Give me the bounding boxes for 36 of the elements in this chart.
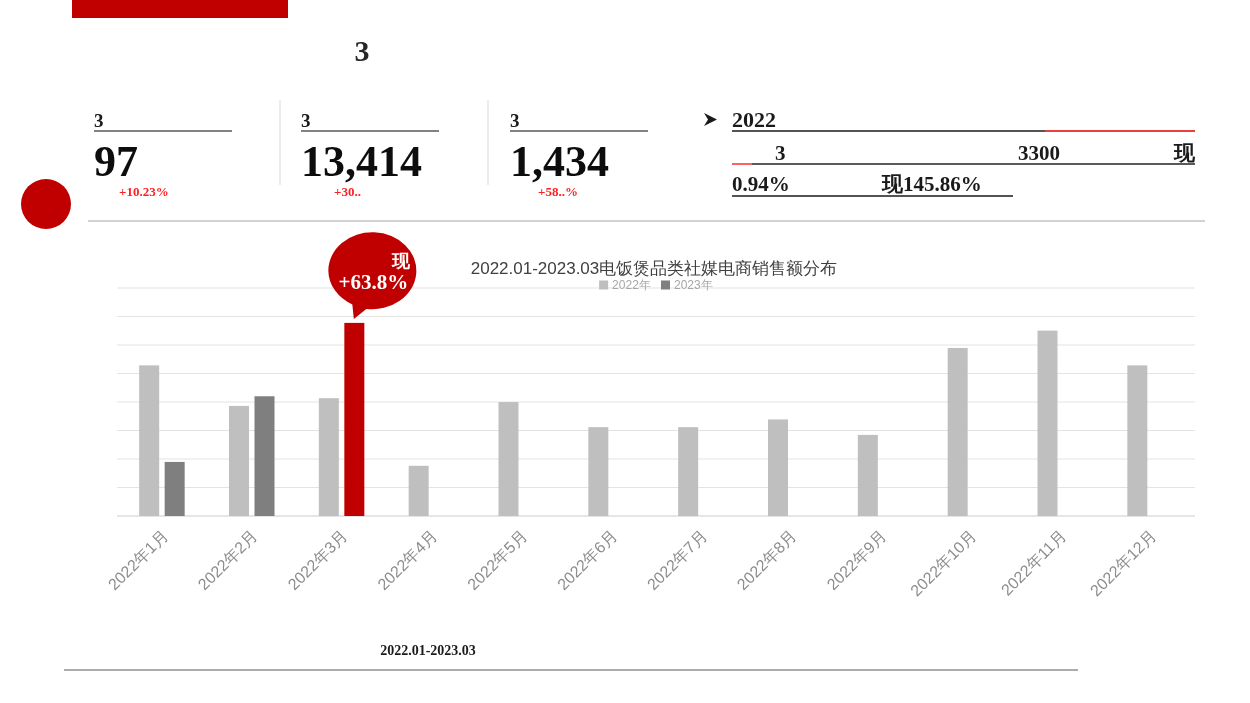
bar bbox=[768, 419, 788, 516]
bar bbox=[947, 347, 968, 516]
bar bbox=[254, 396, 275, 516]
bar bbox=[1127, 365, 1148, 516]
bar bbox=[139, 365, 160, 516]
text: +30.. bbox=[334, 184, 361, 199]
bar bbox=[588, 427, 609, 516]
legend-label: 2023年 bbox=[674, 278, 713, 293]
legend-label: 2022年 bbox=[612, 278, 651, 293]
bar bbox=[318, 398, 339, 516]
bar bbox=[229, 405, 249, 516]
bar bbox=[498, 402, 519, 516]
text: 3 bbox=[354, 34, 370, 67]
text: 3300 bbox=[1018, 141, 1060, 165]
bar bbox=[1037, 330, 1058, 516]
bar bbox=[344, 322, 365, 516]
text: 2022.01-2023.03 bbox=[380, 643, 476, 658]
text: +10.23% bbox=[119, 184, 169, 199]
text: 现 bbox=[1173, 141, 1196, 165]
bar bbox=[678, 427, 699, 516]
text: 3 bbox=[94, 110, 104, 131]
bar bbox=[408, 465, 429, 516]
text: 1,434 bbox=[510, 137, 609, 186]
text: 0.94% bbox=[732, 172, 790, 196]
text: 13,414 bbox=[301, 137, 422, 186]
text: 现145.86% bbox=[881, 172, 982, 196]
text: 3 bbox=[510, 110, 520, 131]
text: 3 bbox=[301, 110, 311, 131]
text: 2022 bbox=[732, 107, 776, 132]
text: 3 bbox=[775, 141, 786, 165]
annotation: 现 +63.8% bbox=[338, 250, 412, 294]
chart-title: 2022.01-2023.03电饭煲品类社媒电商销售额分布 bbox=[470, 259, 838, 278]
text: +58..% bbox=[538, 184, 578, 199]
text: 97 bbox=[94, 137, 138, 186]
bar bbox=[857, 434, 878, 516]
bar bbox=[164, 461, 185, 516]
